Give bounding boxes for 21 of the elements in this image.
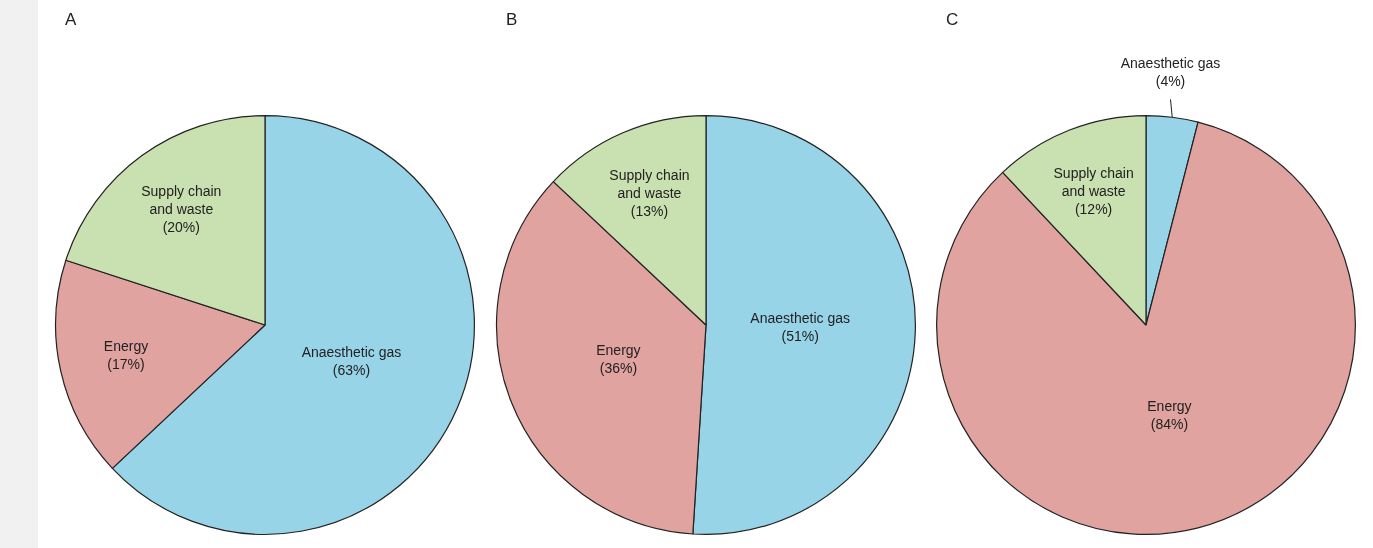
slice-label: Anaesthetic gas: [750, 309, 850, 326]
data-label: (17%): [107, 355, 145, 372]
slice-label: Anaesthetic gas: [301, 344, 402, 361]
data-label: (20%): [162, 218, 200, 235]
slice-label: Anaesthetic gas: [1120, 55, 1221, 72]
slice-label: Supply chain and waste: [609, 167, 690, 202]
slice-label: Energy: [596, 341, 641, 358]
data-label: (63%): [332, 362, 371, 379]
slice-label: Supply chain and waste: [1053, 165, 1134, 200]
chart-title: C: [946, 10, 959, 30]
data-label: (36%): [599, 359, 638, 376]
chart-title: B: [506, 10, 518, 30]
data-label: (12%): [1074, 201, 1113, 218]
data-label: (84%): [1150, 416, 1189, 433]
chart-title: A: [65, 10, 77, 30]
data-label: (13%): [630, 203, 669, 220]
data-label: (4%): [1155, 73, 1186, 90]
slice-label: Supply chain and waste: [141, 182, 222, 217]
slice-label: Energy: [1147, 398, 1192, 415]
slice-label: Energy: [103, 337, 149, 354]
data-label: (51%): [781, 327, 819, 344]
